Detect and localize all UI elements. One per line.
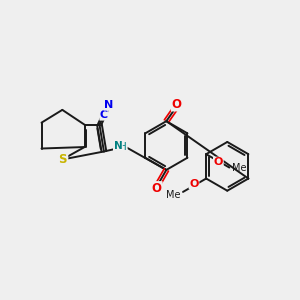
Text: O: O bbox=[214, 157, 223, 167]
Text: S: S bbox=[58, 153, 67, 166]
Text: Me: Me bbox=[232, 163, 247, 172]
Text: O: O bbox=[189, 179, 199, 189]
Text: H: H bbox=[119, 142, 127, 152]
Text: C: C bbox=[100, 110, 108, 120]
Text: N: N bbox=[104, 100, 113, 110]
Text: O: O bbox=[152, 182, 162, 195]
Text: Me: Me bbox=[166, 190, 180, 200]
Text: O: O bbox=[172, 98, 182, 111]
Text: N: N bbox=[113, 141, 122, 152]
